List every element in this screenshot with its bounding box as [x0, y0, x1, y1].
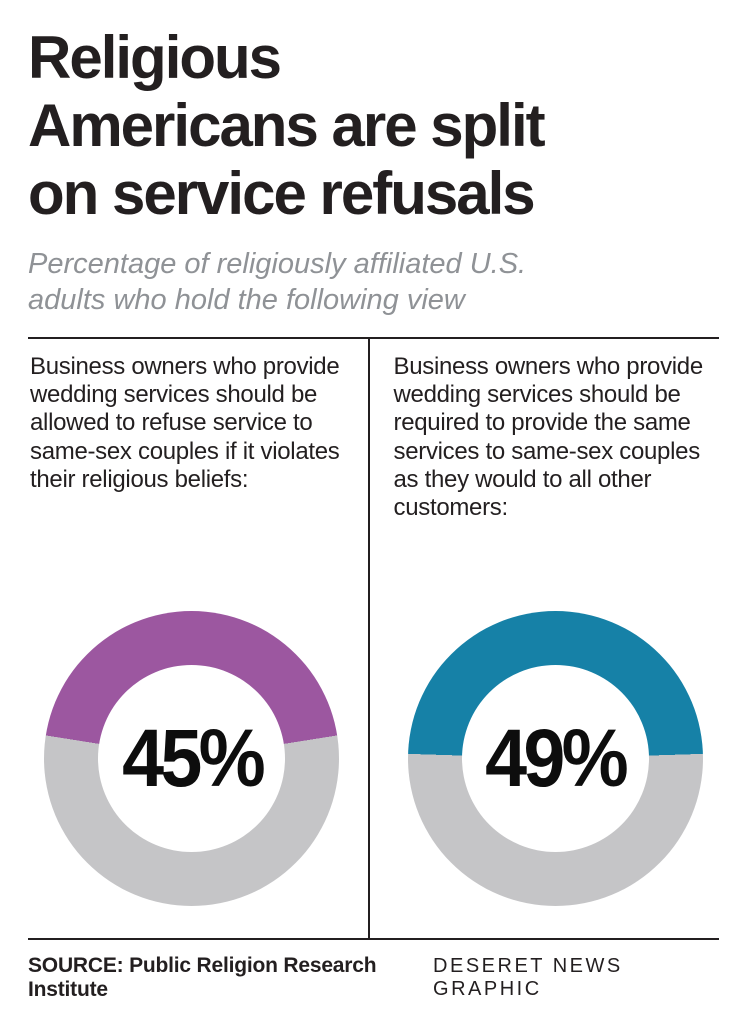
subtitle-line-2: adults who hold the following view	[28, 284, 465, 317]
source-text: Public Religion Research Institute	[28, 954, 377, 1001]
divider-bottom-rule	[28, 938, 719, 940]
footer: SOURCE: Public Religion Research Institu…	[28, 940, 719, 1002]
chart-description-right: Business owners who provide wedding serv…	[393, 353, 704, 521]
chart-columns: Business owners who provide wedding serv…	[28, 339, 719, 938]
graphic-credit: DESERET NEWS GRAPHIC	[433, 955, 623, 1000]
subtitle: Percentage of religiously affiliated U.S…	[28, 247, 719, 319]
donut-chart-allowed-45: 45%	[44, 611, 340, 907]
header: Religious Americans are split on service…	[28, 24, 719, 319]
title-line-1: Religious	[28, 24, 282, 91]
donut-hole: 49%	[461, 665, 649, 853]
source-label: SOURCE:	[28, 954, 124, 977]
percent-label-45: 45%	[121, 712, 266, 804]
chart-description-left: Business owners who provide wedding serv…	[30, 353, 340, 493]
title-line-2: Americans are split	[28, 91, 546, 159]
subtitle-line-1: Percentage of religiously affiliated U.S…	[28, 248, 527, 281]
title-line-3: on service refusals	[28, 159, 536, 227]
source-attribution: SOURCE: Public Religion Research Institu…	[28, 954, 433, 1002]
page-title: Religious Americans are split on service…	[28, 24, 719, 227]
donut-hole: 45%	[98, 665, 286, 853]
donut-chart-required-49: 49%	[407, 611, 703, 907]
chart-column-right: Business owners who provide wedding serv…	[367, 339, 720, 938]
percent-label-49: 49%	[485, 712, 629, 804]
divider-top-rule	[28, 337, 719, 340]
chart-column-left: Business owners who provide wedding serv…	[28, 339, 368, 938]
